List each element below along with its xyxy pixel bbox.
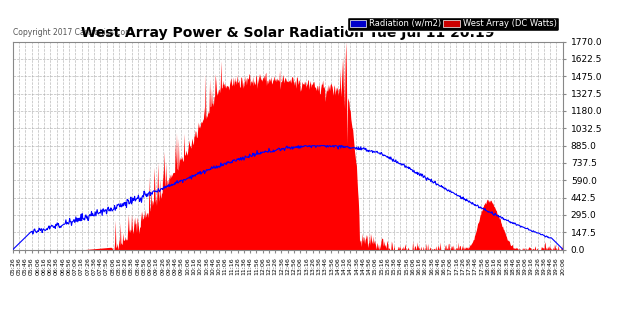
Text: Copyright 2017 Cartronics.com: Copyright 2017 Cartronics.com [13, 28, 132, 37]
Legend: Radiation (w/m2), West Array (DC Watts): Radiation (w/m2), West Array (DC Watts) [348, 17, 559, 31]
Title: West Array Power & Solar Radiation Tue Jul 11 20:19: West Array Power & Solar Radiation Tue J… [81, 27, 495, 40]
